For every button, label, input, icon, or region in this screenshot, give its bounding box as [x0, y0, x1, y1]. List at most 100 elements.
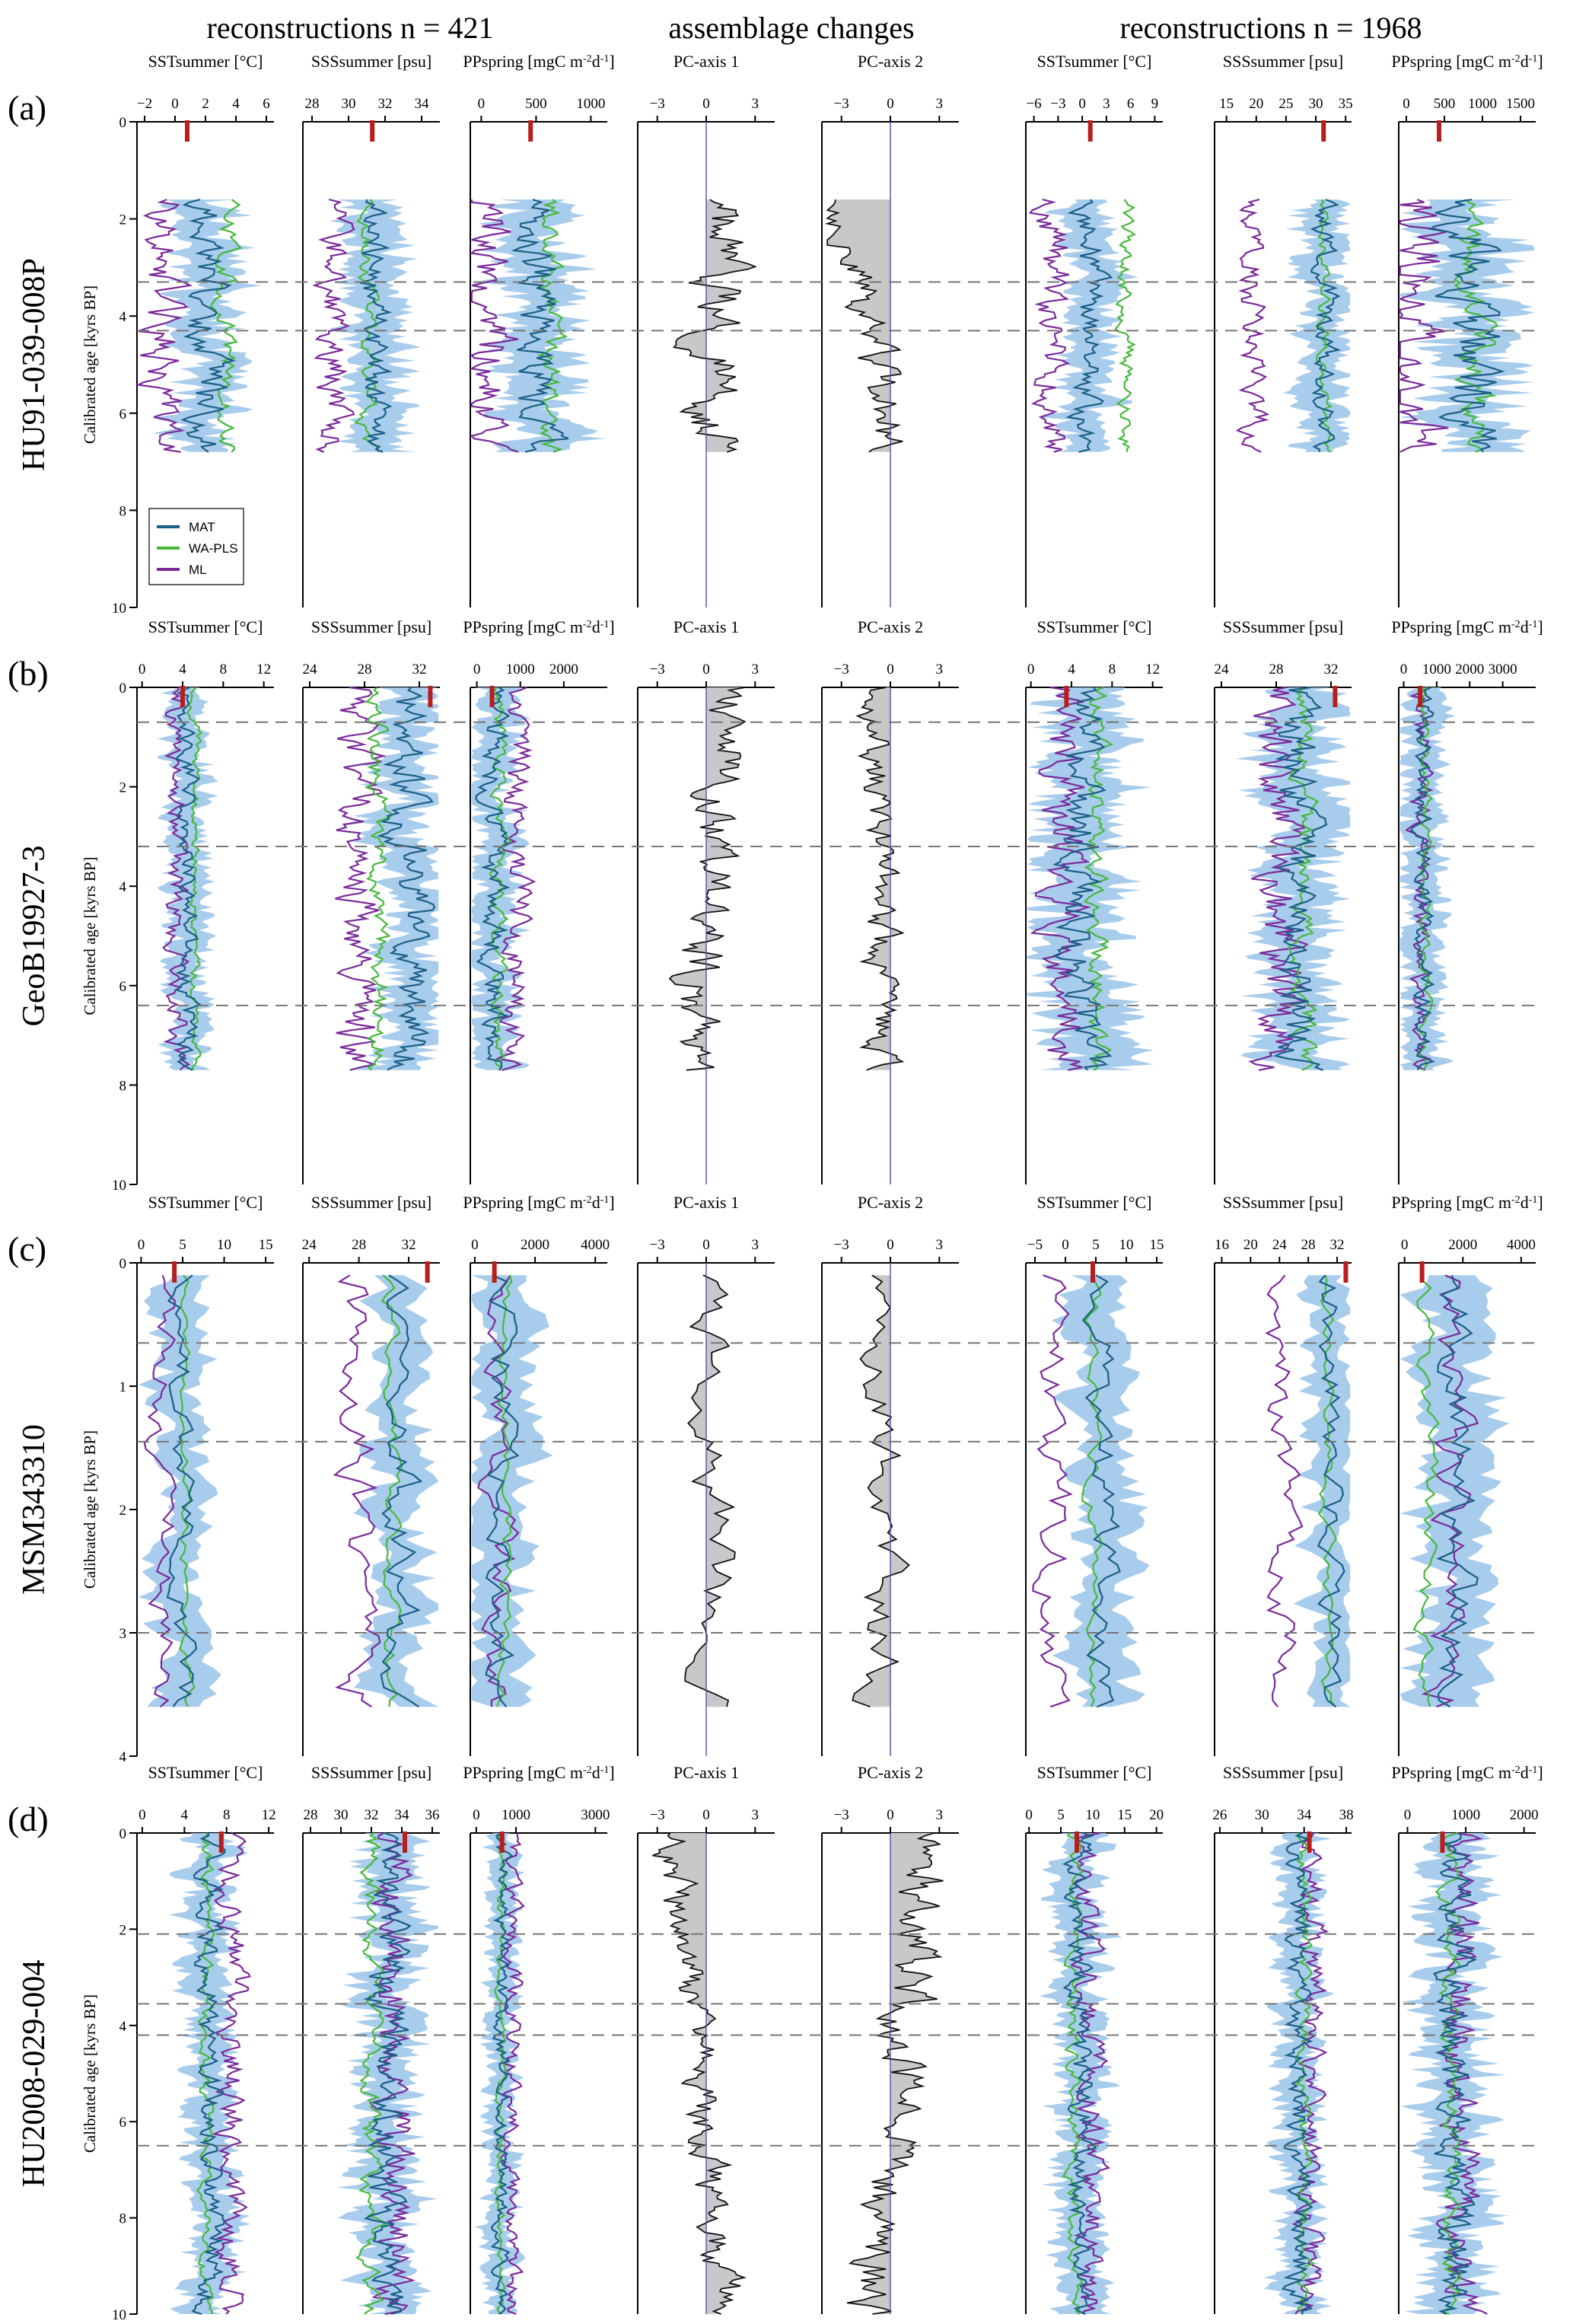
axis-title: SSTsummer [°C] — [148, 1763, 263, 1782]
series-ml — [1291, 1832, 1329, 2315]
uncertainty-band — [169, 1833, 251, 2314]
column-0: SSTsummer [°C] 0 5 10 15 — [136, 1193, 274, 1756]
axis-title: SSSsummer [psu] — [311, 52, 431, 71]
x-tick-label: 34 — [415, 96, 430, 112]
column-5: SSTsummer [°C] 0 4 8 12 — [1025, 617, 1163, 1184]
series-ml — [477, 1274, 520, 1707]
x-tick-label: 32 — [365, 1807, 379, 1823]
series-mat — [1310, 199, 1342, 452]
series-mat — [1062, 1831, 1098, 2316]
axis-title: SSSsummer [psu] — [311, 1763, 431, 1782]
series-wa-pls — [496, 1274, 513, 1707]
x-tick-label: 20 — [1249, 96, 1263, 112]
x-tick-label: 3 — [752, 96, 759, 112]
x-tick-label: 3 — [1103, 96, 1110, 112]
axis-title: SSSsummer [psu] — [1223, 52, 1343, 71]
column-7: PPspring [mgC m-2d-1] 0 1000 2000 3000 — [1391, 617, 1543, 1184]
x-tick-label: 1000 — [506, 661, 535, 677]
axis-title: PPspring [mgC m-2d-1] — [1391, 52, 1543, 71]
series-ml — [135, 199, 193, 453]
series-mat — [1428, 199, 1505, 453]
axis-title: PC-axis 2 — [858, 1193, 923, 1212]
x-tick-label: −3 — [834, 96, 849, 112]
series-ml — [1421, 1274, 1479, 1708]
x-tick-label: 2000 — [1455, 661, 1484, 677]
column-1: SSSsummer [psu] 24 28 32 — [302, 617, 440, 1184]
x-tick-label: 28 — [304, 1807, 318, 1823]
y-tick-label: 4 — [119, 2019, 127, 2035]
column-0: SSTsummer [°C] 0 4 8 12 — [136, 1763, 276, 2316]
x-tick-label: 30 — [1309, 96, 1323, 112]
series-mat — [1281, 1832, 1313, 2315]
axis-title: PPspring [mgC m-2d-1] — [1391, 617, 1543, 636]
x-tick-label: 0 — [478, 96, 486, 112]
x-tick-label: 2000 — [521, 1237, 549, 1253]
series-mat — [166, 1274, 198, 1707]
series-mat — [1273, 686, 1328, 1071]
column-3: PC-axis 1 −3 0 3 — [637, 617, 775, 1184]
series-mat — [1317, 1274, 1345, 1708]
x-tick-label: 34 — [1297, 1807, 1312, 1823]
column-3: PC-axis 1 −3 0 3 — [637, 1193, 775, 1756]
series-ml — [1265, 1274, 1304, 1707]
x-tick-label: 0 — [702, 96, 710, 112]
uncertainty-band — [478, 199, 607, 452]
y-axis-label: Calibrated age [kyrs BP] — [81, 1994, 99, 2153]
pc-profile — [852, 1274, 910, 1708]
panel-1: (b) GeoB19927-3 Calibrated age [kyrs BP] 0 2… — [8, 617, 1543, 1194]
series-ml — [495, 686, 537, 1071]
x-tick-label: 10 — [217, 1237, 231, 1253]
series-ml — [1028, 199, 1071, 453]
series-wa-pls — [381, 1274, 403, 1707]
x-tick-label: 2000 — [1510, 1807, 1539, 1823]
y-tick-label: 10 — [112, 601, 126, 617]
x-tick-label: 0 — [1400, 661, 1408, 677]
series-wa-pls — [364, 687, 393, 1071]
x-tick-label: 30 — [1255, 1807, 1269, 1823]
x-tick-label: 15 — [1150, 1237, 1164, 1253]
axis-title: PC-axis 1 — [673, 1763, 739, 1782]
x-tick-label: 30 — [342, 96, 356, 112]
x-tick-label: 10 — [1085, 1807, 1100, 1823]
x-tick-label: 2000 — [1448, 1237, 1477, 1253]
pc-fill — [673, 199, 756, 452]
axis-title: SSTsummer [°C] — [148, 1193, 263, 1212]
x-tick-label: 0 — [1403, 96, 1410, 112]
column-4: PC-axis 2 −3 0 3 — [821, 52, 959, 607]
axis-title: PC-axis 1 — [673, 52, 739, 71]
x-tick-label: 1000 — [1422, 661, 1451, 677]
x-tick-label: 3000 — [581, 1807, 610, 1823]
axis-title: SSTsummer [°C] — [148, 617, 263, 636]
x-tick-label: 0 — [471, 1237, 479, 1253]
x-tick-label: 32 — [378, 96, 393, 112]
column-2: PPspring [mgC m-2d-1] 0 1000 3000 — [463, 1763, 615, 2316]
x-tick-label: 32 — [412, 661, 427, 677]
series-wa-pls — [1114, 199, 1136, 452]
column-7: PPspring [mgC m-2d-1] 0 2000 4000 — [1391, 1193, 1543, 1756]
x-tick-label: 4 — [232, 96, 240, 112]
y-tick-label: 2 — [119, 1922, 127, 1938]
x-tick-label: 28 — [352, 1237, 366, 1253]
axis-title: SSSsummer [psu] — [1223, 617, 1343, 636]
y-tick-label: 8 — [119, 1078, 127, 1094]
x-tick-label: 4 — [1068, 661, 1075, 677]
x-tick-label: 12 — [1145, 661, 1160, 677]
series-mat — [485, 1274, 520, 1707]
y-axis-label: Calibrated age [kyrs BP] — [81, 285, 99, 444]
panel-letter: (a) — [8, 88, 46, 127]
x-tick-label: 4 — [181, 1807, 189, 1823]
axis-title: SSSsummer [psu] — [1223, 1763, 1343, 1782]
column-4: PC-axis 2 −3 0 3 — [821, 1193, 959, 1756]
panel-letter: (d) — [8, 1800, 49, 1838]
header-middle: assemblage changes — [668, 11, 914, 45]
x-tick-label: 0 — [887, 1237, 894, 1253]
series-wa-pls — [354, 199, 381, 453]
x-tick-label: 500 — [1434, 96, 1456, 112]
axis-title: SSTsummer [°C] — [1037, 617, 1152, 636]
series-ml — [1248, 686, 1309, 1071]
x-tick-label: 0 — [138, 1237, 145, 1253]
x-tick-label: 6 — [263, 96, 270, 112]
panel-letter: (b) — [8, 654, 49, 693]
core-name: HU2008-029-004 — [17, 1960, 52, 2188]
